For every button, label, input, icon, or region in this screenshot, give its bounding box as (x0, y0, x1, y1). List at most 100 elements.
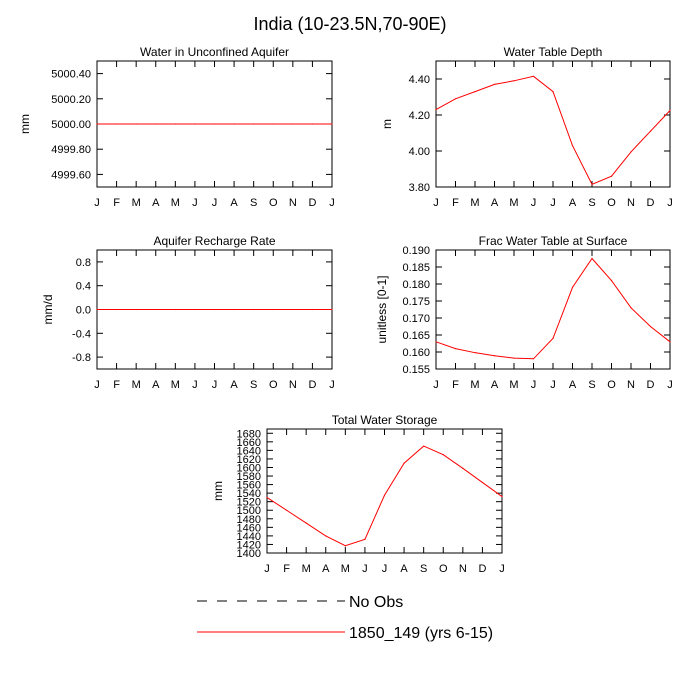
data-point (194, 123, 196, 125)
y-tick-label: 0.8 (76, 257, 91, 269)
x-tick-label: J (667, 379, 673, 391)
x-tick-label: A (230, 379, 238, 391)
x-tick-label: J (264, 563, 270, 575)
x-tick-label: A (491, 197, 499, 209)
x-tick-label: O (269, 197, 278, 209)
data-point (513, 357, 515, 359)
y-tick-label: 1620 (237, 454, 261, 466)
data-point (331, 123, 333, 125)
x-tick-label: A (322, 563, 330, 575)
y-tick-label: 0.160 (402, 347, 430, 359)
data-point (630, 151, 632, 153)
y-tick-label: 0.185 (402, 262, 430, 274)
x-tick-label: J (531, 379, 537, 391)
y-tick-label: 1400 (237, 548, 261, 560)
data-point (442, 454, 444, 456)
x-tick-label: M (171, 197, 180, 209)
data-point (272, 123, 274, 125)
x-tick-label: S (588, 379, 595, 391)
data-point (571, 286, 574, 288)
data-point (649, 130, 652, 132)
x-tick-label: N (627, 379, 635, 391)
data-point (174, 308, 176, 311)
panel-title: Frac Water Table at Surface (479, 234, 628, 248)
y-tick-label: 4999.80 (51, 144, 91, 156)
data-point (435, 341, 437, 343)
y-tick-label: 1500 (237, 505, 261, 517)
y-axis-label: unitless [0-1] (375, 275, 389, 343)
data-point (253, 308, 255, 311)
y-axis-label: mm (18, 114, 32, 134)
y-tick-label: 1560 (237, 480, 261, 492)
data-point (155, 308, 157, 311)
data-point (194, 308, 196, 311)
x-tick-label: D (478, 563, 486, 575)
data-point (213, 123, 216, 125)
x-tick-label: N (459, 563, 467, 575)
legend-label-2: 1850_149 (yrs 6-15) (349, 625, 493, 642)
x-tick-label: J (531, 197, 537, 209)
x-tick-label: J (192, 197, 198, 209)
y-tick-label: 1660 (237, 437, 261, 449)
x-tick-label: J (433, 379, 439, 391)
data-point (423, 445, 425, 447)
x-tick-label: A (400, 563, 408, 575)
y-tick-label: 1580 (237, 471, 261, 483)
legend: No Obs 1850_149 (yrs 6-15) (197, 594, 493, 642)
x-tick-label: O (439, 563, 448, 575)
x-tick-label: M (132, 379, 141, 391)
y-tick-label: 0.190 (402, 245, 430, 257)
y-tick-label: -0.8 (72, 352, 91, 364)
panel-title: Total Water Storage (332, 413, 438, 427)
x-tick-label: A (152, 379, 160, 391)
data-point (532, 358, 535, 360)
y-tick-label: 1420 (237, 539, 261, 551)
data-point (383, 494, 386, 496)
y-tick-label: 1680 (237, 428, 261, 440)
y-tick-label: 3.80 (409, 182, 430, 194)
x-tick-label: M (302, 563, 311, 575)
data-point (233, 123, 235, 125)
y-tick-label: 1540 (237, 488, 261, 500)
y-tick-label: 5000.40 (51, 69, 91, 81)
y-tick-label: 1480 (237, 514, 261, 526)
panel-title: Water Table Depth (504, 45, 603, 59)
data-point (454, 348, 457, 350)
y-tick-label: 0.170 (402, 313, 430, 325)
x-tick-label: D (308, 197, 316, 209)
data-point (669, 109, 671, 112)
data-point (331, 308, 333, 311)
data-point (591, 257, 593, 260)
data-point (311, 123, 314, 125)
y-tick-label: 4.00 (409, 146, 430, 158)
x-tick-label: N (289, 197, 297, 209)
x-tick-label: D (308, 379, 316, 391)
x-tick-label: D (647, 197, 655, 209)
x-tick-label: J (499, 563, 505, 575)
x-tick-label: J (667, 197, 673, 209)
x-tick-label: M (171, 379, 180, 391)
data-point (233, 308, 235, 311)
panel-title: Aquifer Recharge Rate (153, 234, 275, 248)
y-tick-label: 0.165 (402, 330, 430, 342)
x-tick-label: A (230, 197, 238, 209)
y-tick-label: 4.20 (409, 110, 430, 122)
data-point (454, 98, 457, 100)
x-tick-label: M (132, 197, 141, 209)
data-point (532, 75, 535, 77)
data-point (493, 83, 496, 85)
data-point (115, 123, 118, 125)
x-tick-label: J (550, 379, 556, 391)
data-point (481, 481, 484, 484)
plot-frame (435, 249, 671, 370)
plot-frame (266, 428, 503, 554)
data-point (115, 308, 118, 311)
y-tick-label: 5000.20 (51, 94, 91, 106)
data-point (649, 325, 652, 328)
y-tick-label: 0.180 (402, 279, 430, 291)
